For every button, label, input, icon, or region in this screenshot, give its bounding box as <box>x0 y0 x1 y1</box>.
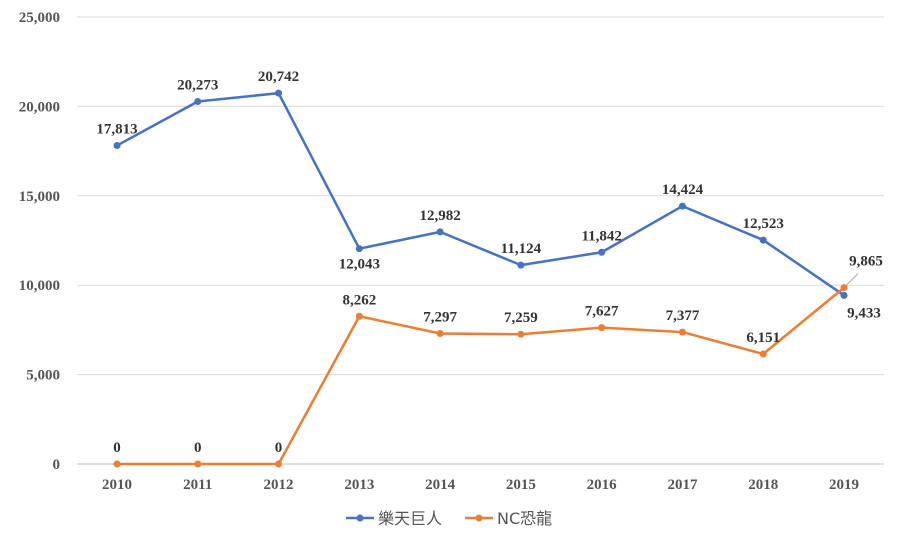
data-label: 11,842 <box>581 228 621 244</box>
data-label: 14,424 <box>662 182 704 198</box>
data-point <box>355 312 363 320</box>
data-label: 8,262 <box>342 292 376 308</box>
y-tick-label: 5,000 <box>26 368 60 384</box>
y-tick-label: 15,000 <box>19 189 60 205</box>
data-point <box>759 236 767 244</box>
data-label: 7,259 <box>504 310 538 326</box>
x-tick-label: 2019 <box>829 477 859 493</box>
data-label: 9,865 <box>849 254 883 270</box>
data-label: 12,982 <box>419 208 460 224</box>
data-point <box>840 291 848 299</box>
data-label: 7,377 <box>666 308 700 324</box>
x-tick-label: 2015 <box>506 477 536 493</box>
data-point <box>840 284 848 292</box>
x-tick-label: 2011 <box>183 477 212 493</box>
legend-marker-dot <box>475 514 483 522</box>
legend-label: 樂天巨人 <box>378 509 442 528</box>
x-tick-label: 2016 <box>587 477 618 493</box>
data-point <box>113 142 121 150</box>
y-tick-label: 0 <box>53 457 61 473</box>
series-line-1 <box>117 286 845 466</box>
x-tick-label: 2014 <box>425 477 456 493</box>
data-point <box>436 330 444 338</box>
data-point <box>275 460 283 468</box>
x-tick-label: 2012 <box>264 477 294 493</box>
data-point <box>194 460 202 468</box>
data-label: 6,151 <box>746 330 780 346</box>
data-point <box>517 330 525 338</box>
legend-marker-dot <box>356 514 364 522</box>
data-label: 0 <box>275 440 283 456</box>
data-label: 17,813 <box>96 122 137 138</box>
data-label: 7,297 <box>423 310 457 326</box>
data-point <box>678 202 686 210</box>
data-point <box>678 328 686 336</box>
x-tick-label: 2013 <box>344 477 374 493</box>
data-point <box>598 248 606 256</box>
data-point <box>517 261 525 269</box>
data-label: 20,742 <box>258 69 299 85</box>
data-point <box>194 98 202 106</box>
y-tick-label: 10,000 <box>19 278 60 294</box>
data-label: 11,124 <box>501 241 542 257</box>
data-label: 9,433 <box>847 305 881 321</box>
data-label: 7,627 <box>585 304 619 320</box>
data-label: 20,273 <box>177 78 218 94</box>
x-tick-label: 2010 <box>102 477 132 493</box>
data-point <box>598 324 606 332</box>
y-tick-label: 20,000 <box>19 99 60 115</box>
series-line-0 <box>116 91 845 297</box>
legend-label: NC恐龍 <box>497 509 552 528</box>
x-tick-label: 2018 <box>748 477 778 493</box>
data-label: 12,043 <box>339 257 380 273</box>
data-point <box>759 350 767 358</box>
data-point <box>355 245 363 253</box>
leader-line <box>845 273 859 286</box>
data-label: 0 <box>194 440 202 456</box>
data-point <box>113 460 121 468</box>
data-label: 0 <box>113 440 121 456</box>
data-point <box>275 89 283 97</box>
data-label: 12,523 <box>743 216 784 232</box>
data-point <box>436 228 444 236</box>
x-tick-label: 2017 <box>667 477 698 493</box>
y-tick-label: 25,000 <box>19 10 60 26</box>
